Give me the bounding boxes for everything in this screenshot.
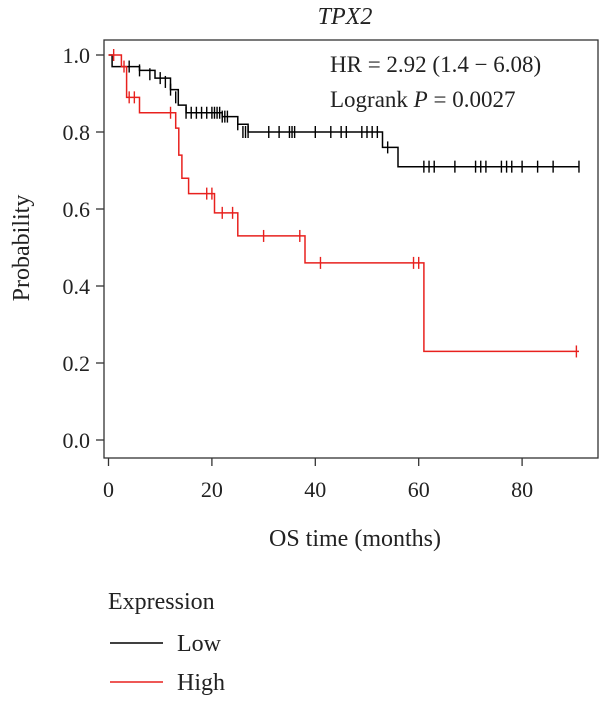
legend-label-low: Low (177, 631, 222, 657)
x-tick-label: 40 (304, 477, 326, 502)
plot-frame (103, 39, 599, 459)
logrank-prefix: Logrank (330, 87, 414, 112)
x-axis-label: OS time (months) (269, 526, 441, 552)
chart-title: TPX2 (318, 4, 373, 30)
y-tick-label: 0.2 (63, 351, 91, 376)
y-tick-label: 1.0 (63, 43, 91, 68)
y-tick-label: 0.6 (63, 197, 91, 222)
survival-curve-high (108, 54, 579, 353)
x-tick-label: 0 (103, 477, 114, 502)
hr-annotation: HR = 2.92 (1.4 − 6.08) (330, 52, 541, 77)
logrank-value: = 0.0027 (428, 87, 516, 112)
logrank-p: P (413, 87, 428, 112)
y-tick-label: 0.8 (63, 120, 91, 145)
x-tick-label: 80 (511, 477, 533, 502)
curves (108, 49, 580, 358)
axes: 0.0 0.2 0.4 0.6 0.8 1.0 0 20 40 60 80 (63, 39, 599, 502)
legend-title: Expression (108, 589, 215, 615)
x-tick-label: 60 (408, 477, 430, 502)
logrank-annotation: Logrank P = 0.0027 (330, 87, 515, 112)
y-tick-label: 0.0 (63, 428, 91, 453)
x-tick-label: 20 (201, 477, 223, 502)
y-tick-label: 0.4 (63, 274, 91, 299)
legend-label-high: High (177, 670, 225, 696)
y-axis-label: Probability (9, 195, 35, 302)
